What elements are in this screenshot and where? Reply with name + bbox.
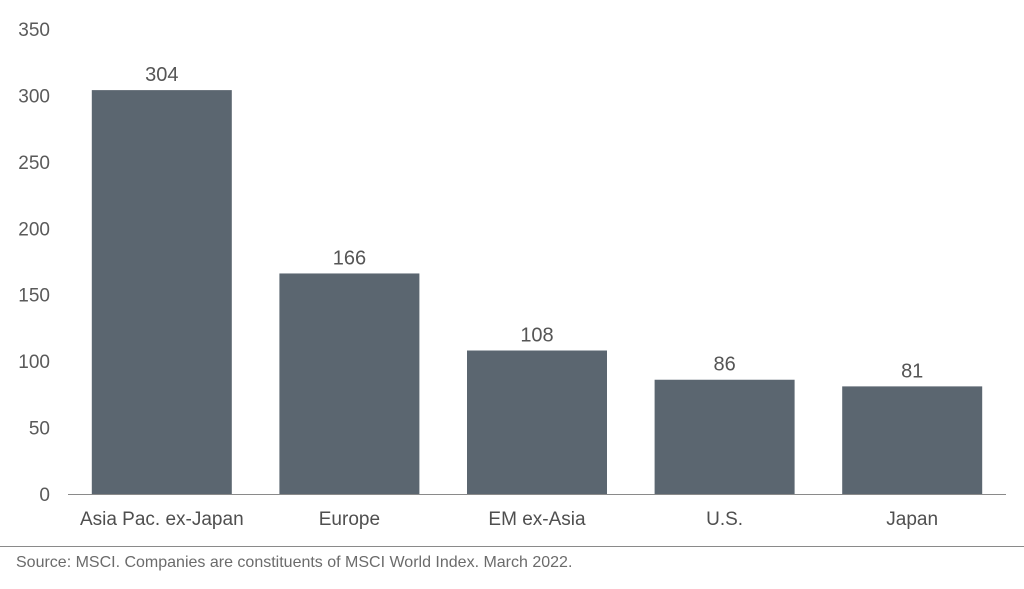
bar-value-label: 108 — [520, 325, 553, 347]
bar — [467, 350, 607, 494]
y-tick-label: 150 — [18, 286, 50, 307]
y-axis-ticks: 0 50 100 150 200 250 300 350 — [18, 20, 50, 506]
y-tick-label: 50 — [29, 419, 50, 440]
bar — [279, 273, 420, 494]
footer-divider — [0, 546, 1024, 547]
y-tick-label: 300 — [18, 86, 50, 107]
data-labels: 304 166 108 86 81 — [145, 64, 923, 382]
bar — [842, 386, 983, 494]
y-tick-label: 250 — [18, 153, 50, 174]
x-category-label: EM ex-Asia — [488, 509, 586, 530]
bars — [91, 90, 983, 494]
y-tick-label: 350 — [18, 20, 50, 41]
x-category-label: Japan — [886, 509, 938, 530]
x-category-label: Europe — [319, 509, 380, 530]
bar — [91, 90, 232, 494]
bar-value-label: 86 — [713, 354, 735, 376]
bar-value-label: 166 — [333, 247, 366, 269]
bar — [654, 379, 795, 494]
y-tick-label: 0 — [39, 485, 50, 506]
source-note: Source: MSCI. Companies are constituents… — [16, 554, 573, 571]
bar-value-label: 304 — [145, 64, 178, 86]
x-axis-labels: Asia Pac. ex-Japan Europe EM ex-Asia U.S. Ja… — [80, 509, 938, 530]
x-category-label: U.S. — [706, 509, 743, 530]
y-tick-label: 100 — [18, 352, 50, 373]
x-category-label: Asia Pac. ex-Japan — [80, 509, 244, 530]
y-tick-label: 200 — [18, 219, 50, 240]
bar-value-label: 81 — [901, 360, 923, 382]
